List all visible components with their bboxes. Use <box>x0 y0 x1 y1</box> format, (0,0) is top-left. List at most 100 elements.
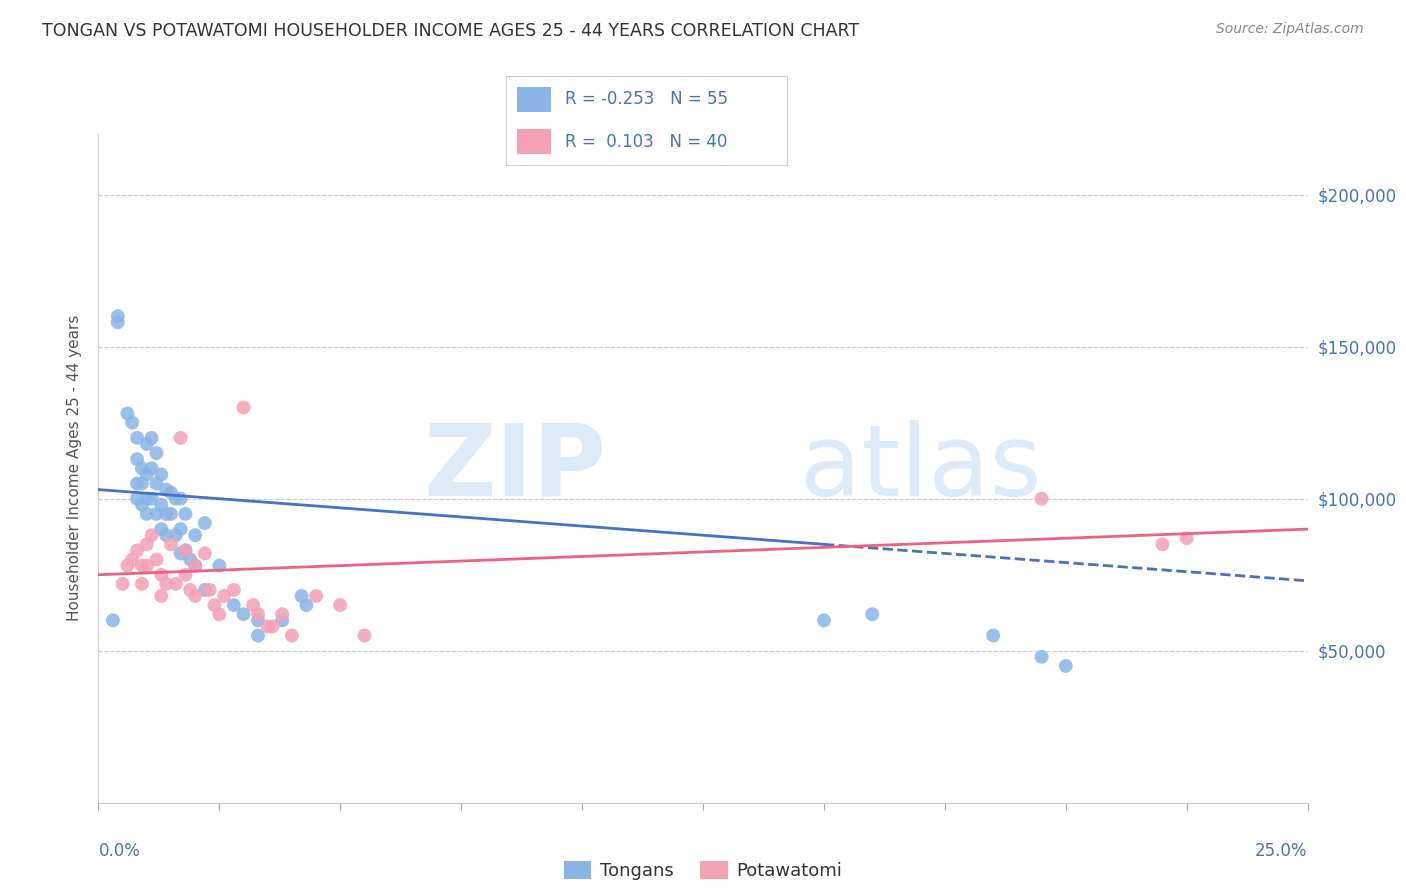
Point <box>121 416 143 430</box>
Point <box>107 310 129 324</box>
Point <box>204 598 226 612</box>
Point <box>179 582 201 597</box>
Point <box>111 577 134 591</box>
Point <box>194 516 217 530</box>
Point <box>242 598 264 612</box>
Point <box>131 461 153 475</box>
Point <box>169 491 191 506</box>
Point <box>212 589 235 603</box>
Point <box>135 467 157 482</box>
Point <box>141 431 163 445</box>
Point <box>127 476 149 491</box>
Point <box>145 507 167 521</box>
Point <box>155 577 177 591</box>
Point <box>107 315 129 329</box>
Text: R =  0.103   N = 40: R = 0.103 N = 40 <box>565 133 727 152</box>
Point <box>295 598 318 612</box>
Point <box>131 558 153 573</box>
Point <box>271 613 294 627</box>
Point <box>145 446 167 460</box>
Point <box>150 522 173 536</box>
Point <box>1031 491 1053 506</box>
Y-axis label: Householder Income Ages 25 - 44 years: Householder Income Ages 25 - 44 years <box>67 315 83 622</box>
Point <box>247 607 270 622</box>
Point <box>135 437 157 451</box>
Point <box>141 461 163 475</box>
Text: Source: ZipAtlas.com: Source: ZipAtlas.com <box>1216 22 1364 37</box>
Point <box>169 546 191 560</box>
Point <box>127 452 149 467</box>
Point <box>127 543 149 558</box>
Point <box>165 528 187 542</box>
Point <box>232 401 254 415</box>
Point <box>174 567 197 582</box>
Text: 25.0%: 25.0% <box>1256 842 1308 860</box>
Point <box>262 619 284 633</box>
Point <box>353 628 375 642</box>
Point <box>131 577 153 591</box>
Point <box>184 558 207 573</box>
Point <box>145 476 167 491</box>
Point <box>981 628 1004 642</box>
Point <box>194 582 217 597</box>
Point <box>208 558 231 573</box>
Point <box>305 589 328 603</box>
Point <box>117 407 139 421</box>
Point <box>1031 649 1053 664</box>
Point <box>271 607 294 622</box>
Point <box>169 431 191 445</box>
FancyBboxPatch shape <box>517 87 551 112</box>
Point <box>174 543 197 558</box>
Point <box>165 491 187 506</box>
Point <box>155 507 177 521</box>
Point <box>174 543 197 558</box>
Point <box>174 507 197 521</box>
Point <box>135 537 157 551</box>
Point <box>135 558 157 573</box>
Point <box>222 598 245 612</box>
Point <box>131 498 153 512</box>
Point <box>131 476 153 491</box>
Point <box>117 558 139 573</box>
Point <box>222 582 245 597</box>
Point <box>1175 531 1198 545</box>
Point <box>145 552 167 566</box>
Point <box>141 528 163 542</box>
Point <box>208 607 231 622</box>
Text: R = -0.253   N = 55: R = -0.253 N = 55 <box>565 89 728 108</box>
Text: ZIP: ZIP <box>423 420 606 516</box>
Point <box>247 613 270 627</box>
Point <box>160 507 183 521</box>
Text: atlas: atlas <box>800 420 1042 516</box>
Point <box>194 546 217 560</box>
Point <box>184 589 207 603</box>
Point <box>150 589 173 603</box>
Point <box>281 628 304 642</box>
Point <box>155 528 177 542</box>
Point <box>160 485 183 500</box>
Point <box>813 613 835 627</box>
Point <box>160 537 183 551</box>
Point <box>141 491 163 506</box>
Point <box>150 498 173 512</box>
Point <box>184 558 207 573</box>
Point <box>135 491 157 506</box>
Point <box>179 552 201 566</box>
Point <box>101 613 124 627</box>
Point <box>1054 659 1077 673</box>
Point <box>1152 537 1174 551</box>
Point <box>121 552 143 566</box>
Point <box>150 567 173 582</box>
FancyBboxPatch shape <box>517 129 551 154</box>
Point <box>127 491 149 506</box>
Point <box>860 607 883 622</box>
Point <box>150 467 173 482</box>
Legend: Tongans, Potawatomi: Tongans, Potawatomi <box>557 854 849 888</box>
Point <box>198 582 221 597</box>
Point <box>135 507 157 521</box>
Point <box>169 522 191 536</box>
Text: TONGAN VS POTAWATOMI HOUSEHOLDER INCOME AGES 25 - 44 YEARS CORRELATION CHART: TONGAN VS POTAWATOMI HOUSEHOLDER INCOME … <box>42 22 859 40</box>
Point <box>155 483 177 497</box>
Point <box>232 607 254 622</box>
Point <box>247 628 270 642</box>
